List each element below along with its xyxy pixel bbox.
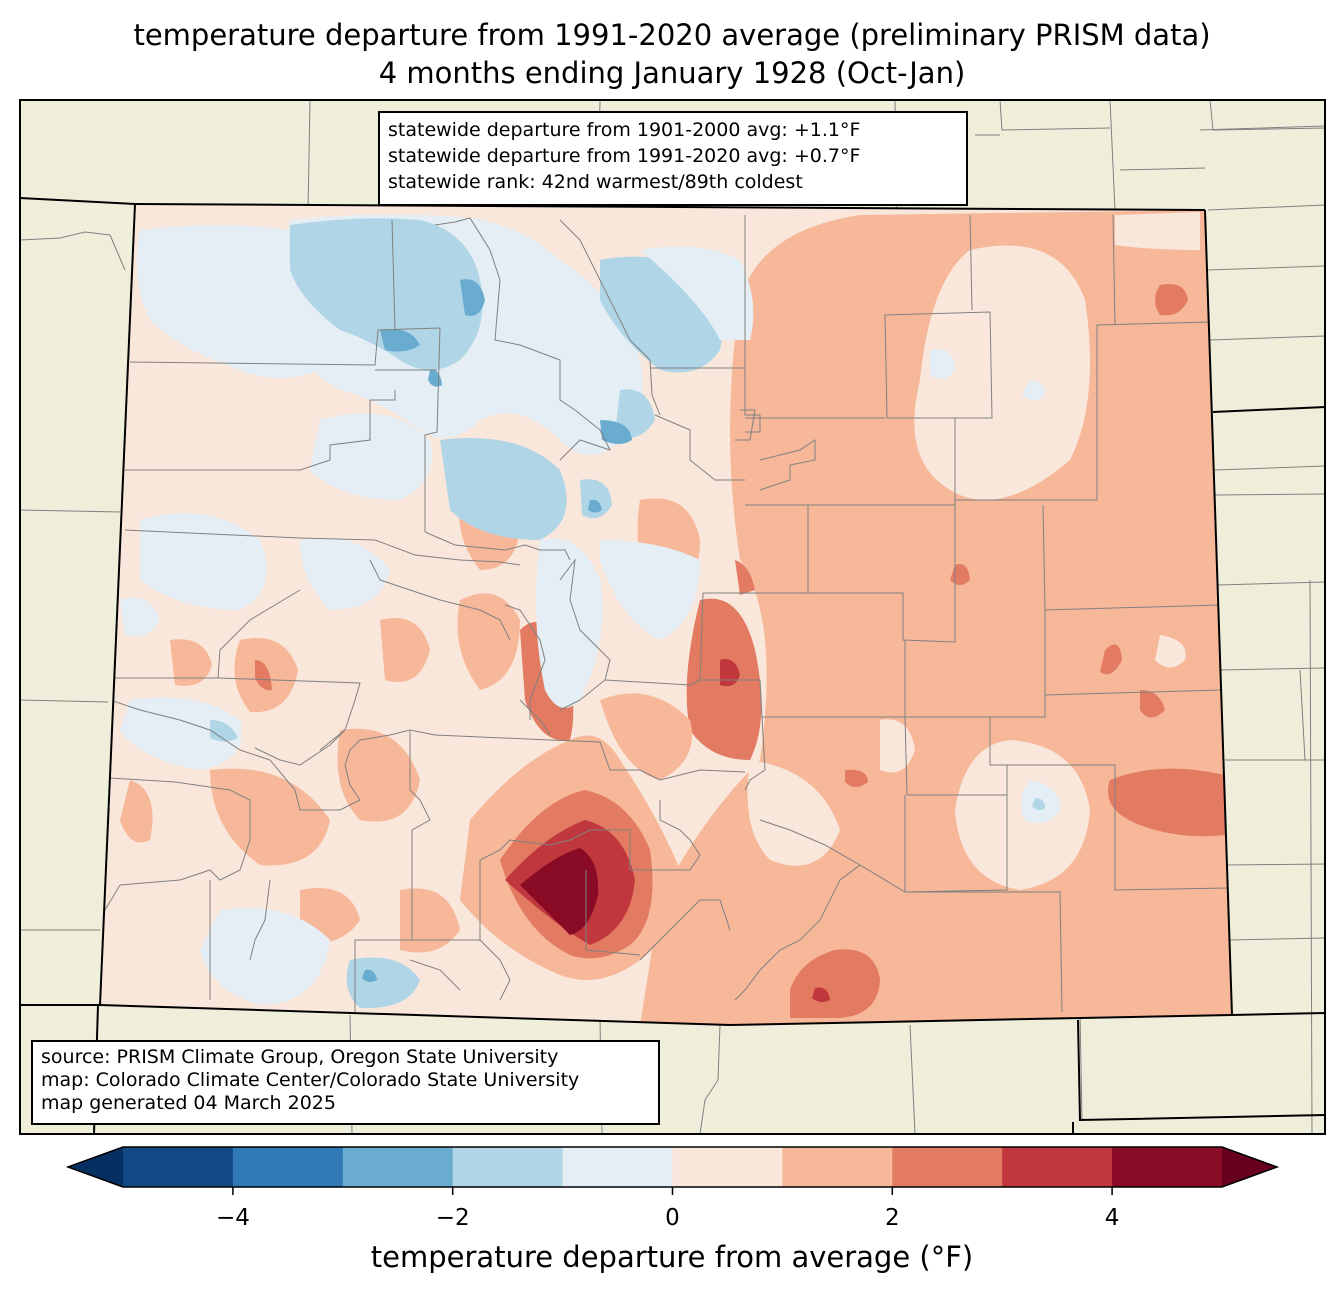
colorbar-bin-5 [672,1147,783,1187]
colorbar-tick-label: −2 [435,1205,470,1231]
colorbar-over-arrow [1222,1147,1277,1187]
colorbar-bin-3 [452,1147,564,1187]
source-line: source: PRISM Climate Group, Oregon Stat… [41,1046,559,1068]
colorado-data-field [100,204,1232,1025]
colorbar-under-arrow [68,1147,123,1187]
colorbar-bin-7 [892,1147,1003,1187]
stats-departure-1991-2020: statewide departure from 1991-2020 avg: … [388,145,861,167]
stats-rank: statewide rank: 42nd warmest/89th coldes… [388,171,803,193]
state-boundaries [19,197,1326,1135]
colorbar [65,1146,1280,1195]
source-box: source: PRISM Climate Group, Oregon Stat… [31,1040,660,1125]
colorbar-bin-8 [1002,1147,1113,1187]
colorbar-bin-0 [123,1147,234,1187]
colorbar-bin-1 [232,1147,344,1187]
map-title-line2: 4 months ending January 1928 (Oct-Jan) [378,56,966,90]
colorbar-tick-label: 2 [884,1205,900,1231]
colorbar-bin-2 [342,1147,454,1187]
map-frame [19,99,1326,1135]
colorbar-tick-label: 0 [665,1205,680,1231]
colorado-county-lines [104,214,1231,1015]
colorbar-tick-label: −4 [215,1205,250,1231]
generated-date-line: map generated 04 March 2025 [41,1092,336,1114]
colorbar-bin-9 [1112,1147,1223,1187]
colorbar-bin-6 [782,1147,893,1187]
statewide-stats-box: statewide departure from 1901-2000 avg: … [378,111,968,206]
colorbar-tick-label: 4 [1104,1205,1120,1231]
stats-departure-1901-2000: statewide departure from 1901-2000 avg: … [388,119,861,141]
map-credit-line: map: Colorado Climate Center/Colorado St… [41,1069,580,1091]
colorbar-label: temperature departure from average (°F) [370,1240,974,1274]
colorbar-outline [65,1146,1280,1188]
colorbar-bin-4 [562,1147,673,1187]
map-title-line1: temperature departure from 1991-2020 ave… [133,18,1211,52]
